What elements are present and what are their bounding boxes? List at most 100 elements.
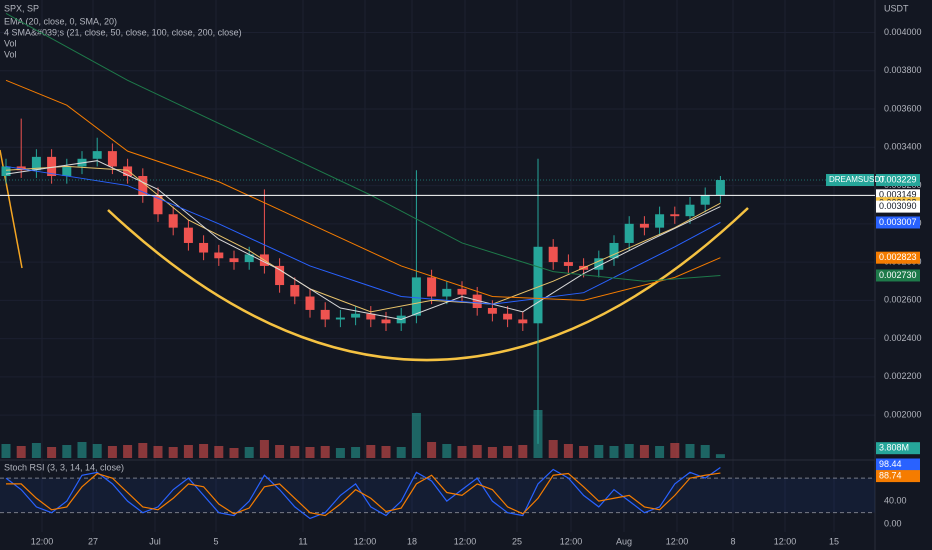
y-tick-label: 0.003600 (884, 103, 922, 113)
time-label: 27 (88, 536, 98, 546)
candle-body (244, 254, 254, 263)
volume-bar (214, 446, 224, 458)
volume-bar (275, 445, 285, 458)
candle-body (107, 151, 117, 167)
candle-body (31, 156, 41, 171)
y-tick-label: 0.003800 (884, 65, 922, 75)
candle-body (685, 204, 695, 217)
time-label: 8 (730, 536, 735, 546)
volume-bar (199, 444, 209, 458)
candle-body (563, 262, 573, 266)
volume-bar (609, 446, 619, 458)
volume-bar (305, 447, 315, 458)
volume-bar (655, 446, 665, 458)
time-label: Aug (616, 536, 632, 546)
volume-bar (472, 445, 482, 458)
y-tick-label: 0.002600 (884, 295, 922, 305)
candle-body (594, 258, 604, 270)
stoch-label: 98.44 (879, 459, 902, 469)
candle-body (366, 313, 376, 320)
volume-bar (62, 445, 72, 458)
candle-body (62, 166, 72, 176)
volume-label-box (876, 442, 920, 455)
volume-bar (427, 442, 437, 458)
candle-body (199, 242, 209, 253)
time-label: 12:00 (666, 536, 689, 546)
time-label: Jul (149, 536, 161, 546)
candle-body (624, 223, 634, 243)
price-label-box (876, 269, 920, 282)
candle-body (92, 151, 102, 159)
moving-average (5, 12, 721, 282)
volume-bar (594, 445, 604, 458)
symbol-box (826, 174, 874, 187)
time-label: 11 (298, 536, 307, 546)
candle-body (518, 319, 528, 324)
volume-bar (624, 444, 634, 458)
stoch-label: 88.74 (879, 470, 902, 480)
time-label: 12:00 (354, 536, 377, 546)
volume-bar (47, 447, 57, 458)
candle-body (639, 223, 649, 228)
candle-body (138, 176, 148, 196)
candle-body (320, 309, 330, 320)
price-label: 0.003007 (879, 217, 917, 227)
candle-body (700, 195, 710, 205)
candle-body (168, 214, 178, 228)
volume-bar (503, 446, 513, 458)
stoch-label-box (876, 458, 920, 471)
candle-body (229, 258, 239, 263)
stoch-line (6, 472, 721, 517)
symbol-label: DREAMSUSDT (829, 175, 885, 184)
y-tick-label: 0.004000 (884, 27, 922, 37)
stoch-line (5, 467, 721, 520)
volume-bar (183, 445, 193, 458)
volume-bar (715, 454, 725, 458)
time-label: 5 (213, 536, 218, 546)
candle-body (715, 180, 725, 196)
candle-body (1, 166, 11, 176)
candle-body (427, 277, 437, 297)
volume-bar (1, 444, 11, 458)
price-label: 0.002730 (879, 270, 917, 280)
volume-bar (548, 440, 558, 458)
volume-bar (259, 440, 269, 458)
time-label: 15 (829, 536, 839, 546)
candle-body (457, 288, 467, 295)
candle-body (153, 195, 163, 215)
candle-body (214, 252, 224, 259)
moving-average (5, 79, 721, 301)
volume-bar (153, 446, 163, 458)
candle-body (183, 227, 193, 243)
stoch-label-box (876, 470, 920, 483)
volume-bar (320, 446, 330, 458)
candle-body (487, 308, 497, 314)
volume-bar (639, 445, 649, 458)
volume-bar (335, 448, 345, 458)
volume-bar (351, 447, 361, 458)
volume-bar (700, 445, 710, 458)
volume-bar (168, 447, 178, 458)
volume-label: 3.808M (879, 443, 909, 453)
candle-body (533, 246, 543, 324)
time-label: 12:00 (774, 536, 797, 546)
volume-bar (685, 444, 695, 458)
candle-body (609, 242, 619, 259)
stoch-title: Stoch RSI (3, 3, 14, 14, close) (4, 462, 124, 472)
moving-average (5, 165, 721, 305)
candle-body (442, 288, 452, 297)
time-label: 25 (512, 536, 522, 546)
volume-bar (670, 443, 680, 458)
price-label: 0.003090 (879, 201, 917, 211)
legend-sma: 4 SMA&#039;s (21, close, 50, close, 100,… (4, 27, 242, 37)
volume-bar (107, 446, 117, 458)
price-label-box (876, 200, 920, 213)
candle-body (381, 319, 391, 324)
stoch-tick-label: 0.00 (884, 519, 902, 529)
candle-body (275, 265, 285, 286)
y-tick-label: 0.002400 (884, 333, 922, 343)
candle-body (47, 156, 57, 176)
volume-bar (396, 447, 406, 458)
